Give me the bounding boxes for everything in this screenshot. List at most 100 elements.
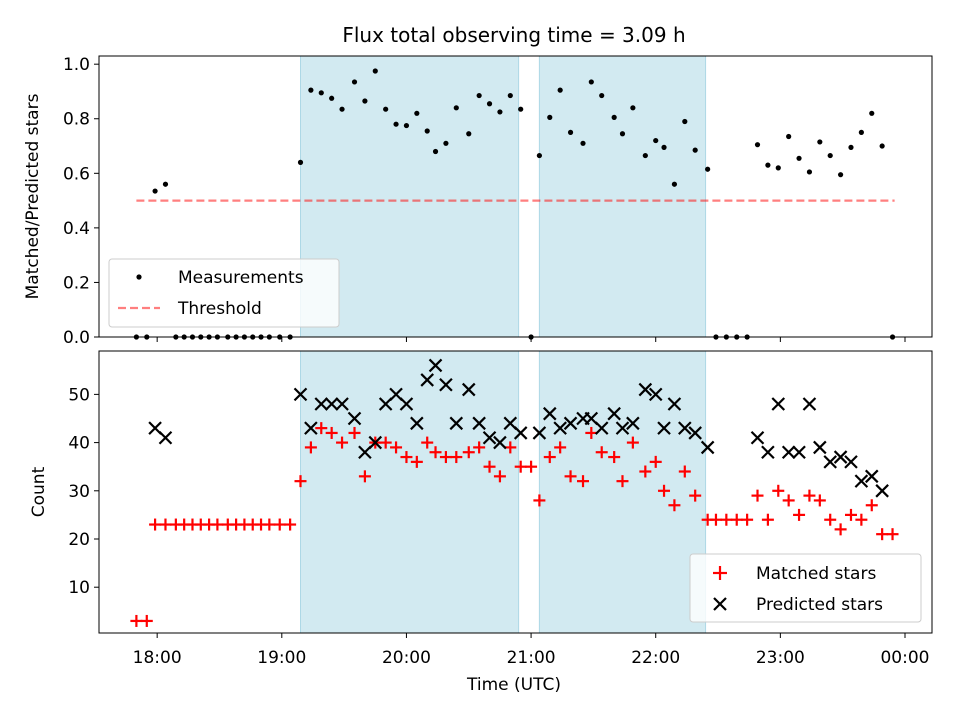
predicted-star-point — [324, 397, 339, 411]
matched-star-point — [616, 475, 629, 488]
measurement-point — [754, 142, 761, 148]
x-tick-label: 21:00 — [507, 648, 556, 668]
predicted-star-point — [410, 416, 424, 431]
matched-star-point — [273, 518, 286, 531]
measurement-point — [775, 165, 781, 171]
predicted-star-point — [542, 406, 557, 421]
x-tick-label: 18:00 — [133, 648, 182, 668]
y-tick-label: 0.0 — [63, 328, 90, 348]
matched-star-point — [730, 513, 743, 526]
y-tick-label: 0.4 — [63, 219, 90, 239]
measurement-point — [619, 131, 626, 137]
matched-star-point — [390, 441, 403, 454]
measurement-point — [671, 181, 678, 187]
matched-star-point — [689, 489, 702, 502]
matched-star-point — [649, 455, 662, 468]
matched-star-point — [130, 614, 143, 627]
matched-star-point — [639, 465, 652, 478]
matched-star-point — [304, 441, 317, 454]
predicted-star-point — [688, 426, 702, 440]
predicted-star-point — [667, 397, 682, 411]
measurement-point — [329, 95, 335, 101]
bottom-legend-box — [689, 553, 922, 623]
predicted-star-point — [472, 416, 486, 431]
measurement-point — [765, 162, 771, 168]
bottom-panel: 10 20 30 40 50 18:00 19:00 20:00 21:00 22:00 23:0… — [29, 350, 933, 695]
predicted-star-point — [513, 426, 528, 440]
bottom-y-axis: 10 20 30 40 50 — [68, 385, 99, 598]
matched-star-point — [421, 436, 434, 449]
predicted-star-point — [532, 426, 547, 440]
measurement-point — [661, 144, 667, 150]
predicted-star-point — [678, 421, 692, 435]
matched-star-point — [325, 426, 338, 439]
measurement-point — [432, 148, 439, 155]
matched-star-point — [554, 441, 567, 454]
measurement-point — [443, 140, 449, 146]
measurement-point — [817, 139, 823, 145]
chart-title: Flux total observing time = 3.09 h — [342, 23, 685, 47]
top-y-axis: 0.0 0.2 0.4 0.6 0.8 1.0 — [63, 55, 99, 348]
top-panel: 0.0 0.2 0.4 0.6 0.8 1.0 Matched/Predicted sta… — [23, 55, 933, 348]
predicted-star-point — [439, 377, 453, 392]
top-plot-frame — [98, 55, 933, 338]
predicted-star-point — [293, 387, 308, 402]
bottom-shaded-regions — [299, 350, 707, 634]
matched-star-point — [658, 484, 671, 497]
legend-measurements-marker — [136, 274, 142, 280]
predicted-star-point — [493, 435, 507, 450]
measurement-point — [567, 129, 574, 135]
predicted-star-point — [368, 435, 383, 450]
legend-matched-marker — [713, 566, 727, 580]
predicted-star-point — [449, 416, 464, 431]
x-axis-label: Time (UTC) — [466, 675, 561, 695]
matched-star-point — [865, 499, 878, 512]
matched-star-point — [429, 446, 442, 459]
measurement-point — [162, 181, 169, 187]
matched-star-point — [149, 518, 162, 531]
predicted-star-point — [399, 397, 414, 411]
predicted-star-point — [854, 474, 869, 488]
predicted-star-point — [813, 440, 827, 455]
bottom-plot-frame — [98, 350, 933, 634]
matched-star-point — [813, 494, 826, 507]
y-tick-label: 0.2 — [63, 273, 90, 293]
measurement-point — [786, 133, 792, 140]
predicted-star-point — [335, 397, 349, 411]
y-tick-label: 0.8 — [63, 110, 90, 130]
matched-star-point — [543, 451, 556, 464]
matched-star-point — [834, 523, 847, 536]
matched-star-point — [159, 518, 172, 531]
x-tick-label: 19:00 — [257, 648, 306, 668]
measurement-point — [705, 166, 711, 172]
measurement-point — [414, 110, 420, 116]
matched-star-point — [720, 513, 733, 526]
matched-star-point — [410, 455, 423, 468]
matched-star-point — [473, 441, 486, 454]
measurement-point — [599, 92, 605, 99]
predicted-star-point — [347, 411, 362, 426]
measurement-point — [611, 114, 617, 120]
measurement-point — [518, 106, 524, 112]
matched-star-point — [782, 494, 795, 507]
measurement-point — [588, 79, 594, 85]
measurement-point — [547, 114, 553, 120]
predicted-star-point — [607, 406, 621, 421]
measurement-point — [837, 172, 844, 178]
measurement-point — [476, 92, 482, 99]
shaded-interval — [538, 350, 707, 634]
predicted-star-point — [615, 421, 630, 435]
y-tick-label: 30 — [68, 482, 90, 502]
measurement-point — [152, 188, 158, 194]
top-markers — [133, 68, 896, 340]
matched-star-point — [483, 460, 496, 473]
matched-star-point — [140, 614, 153, 627]
matched-star-point — [263, 518, 276, 531]
matched-star-point — [608, 451, 621, 464]
matched-star-point — [709, 513, 722, 526]
predicted-star-point — [428, 358, 443, 373]
measurement-point — [692, 147, 698, 153]
predicted-star-point — [648, 387, 663, 402]
measurement-point — [806, 169, 813, 175]
